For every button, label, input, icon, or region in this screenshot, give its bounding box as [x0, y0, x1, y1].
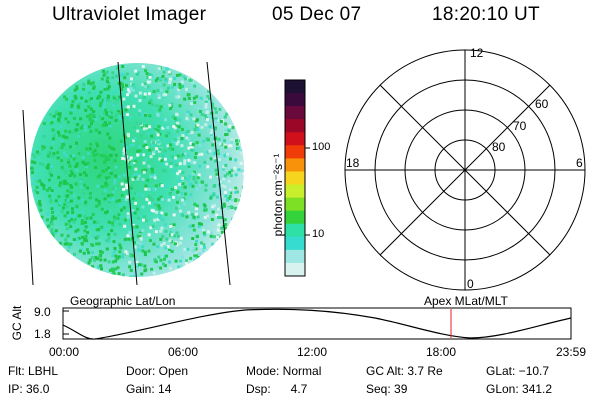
observation-date: 05 Dec 07	[272, 4, 362, 25]
timeline-frame	[62, 307, 572, 340]
color-bar-swatch	[285, 80, 305, 94]
color-bar-swatch	[285, 236, 305, 251]
color-bar-unit: photon cm⁻²s⁻¹	[271, 153, 285, 237]
color-bar-label-10: 10	[312, 228, 325, 240]
polar-ring-label-80: 80	[492, 140, 506, 154]
timeline-x-label-1200: 12:00	[297, 345, 328, 359]
info-gc-altitude: GC Alt: 3.7 Re	[366, 364, 443, 378]
color-bar-swatch	[285, 184, 305, 199]
longitude-line	[206, 61, 231, 286]
disk-speckle	[30, 65, 244, 277]
timeline-y-axis-label: GC Alt	[10, 305, 24, 341]
timeline-left-title: Geographic Lat/Lon	[70, 294, 176, 308]
info-gain: Gain: 14	[126, 382, 172, 396]
info-filter: Flt: LBHL	[8, 364, 59, 378]
color-bar-swatch	[285, 197, 305, 212]
polar-label-18: 18	[346, 156, 360, 170]
polar-plot	[344, 49, 586, 291]
color-bar-swatch	[285, 93, 305, 107]
color-bar-swatch	[285, 171, 305, 186]
longitude-line	[22, 109, 34, 286]
info-mode: Mode: Normal	[246, 364, 322, 378]
color-bar-swatch	[285, 262, 305, 277]
info-ip: IP: 36.0	[8, 382, 50, 396]
info-dsp: Dsp: 4.7	[246, 382, 308, 396]
polar-diagonal	[379, 84, 551, 256]
polar-ring-label-60: 60	[535, 97, 549, 111]
color-bar-swatch	[285, 106, 305, 120]
info-sequence: Seq: 39	[366, 382, 408, 396]
longitude-line	[117, 61, 138, 286]
color-bar	[285, 80, 305, 277]
timeline-x-label-0000: 00:00	[49, 345, 80, 359]
color-bar-swatch	[285, 210, 305, 225]
color-bar-swatch	[285, 223, 305, 238]
timeline-x-label-0600: 06:00	[168, 345, 199, 359]
observation-time: 18:20:10 UT	[432, 4, 540, 25]
timeline-y-max: 9.0	[34, 305, 51, 319]
color-bar-frame	[284, 79, 306, 277]
timeline-y-min: 1.8	[34, 327, 51, 341]
color-bar-swatch	[285, 132, 305, 146]
timeline-right-title: Apex MLat/MLT	[424, 294, 508, 308]
info-geo-latitude: GLat: −10.7	[486, 364, 550, 378]
color-bar-label-100: 100	[312, 141, 331, 153]
timeline-x-label-2359: 23:59	[556, 345, 587, 359]
color-bar-swatch	[285, 158, 305, 172]
color-bar-swatch	[285, 119, 305, 133]
info-door: Door: Open	[126, 364, 189, 378]
polar-label-0: 0	[467, 277, 474, 291]
timeline-x-label-1800: 18:00	[426, 345, 457, 359]
info-geo-longitude: GLon: 341.2	[486, 382, 553, 396]
color-bar-swatch	[285, 145, 305, 159]
polar-ring-label-70: 70	[513, 119, 527, 133]
polar-label-12: 12	[470, 46, 484, 60]
color-bar-swatch	[285, 249, 305, 264]
instrument-title: Ultraviolet Imager	[52, 4, 207, 25]
altitude-curve	[62, 308, 572, 340]
polar-label-6: 6	[576, 156, 583, 170]
